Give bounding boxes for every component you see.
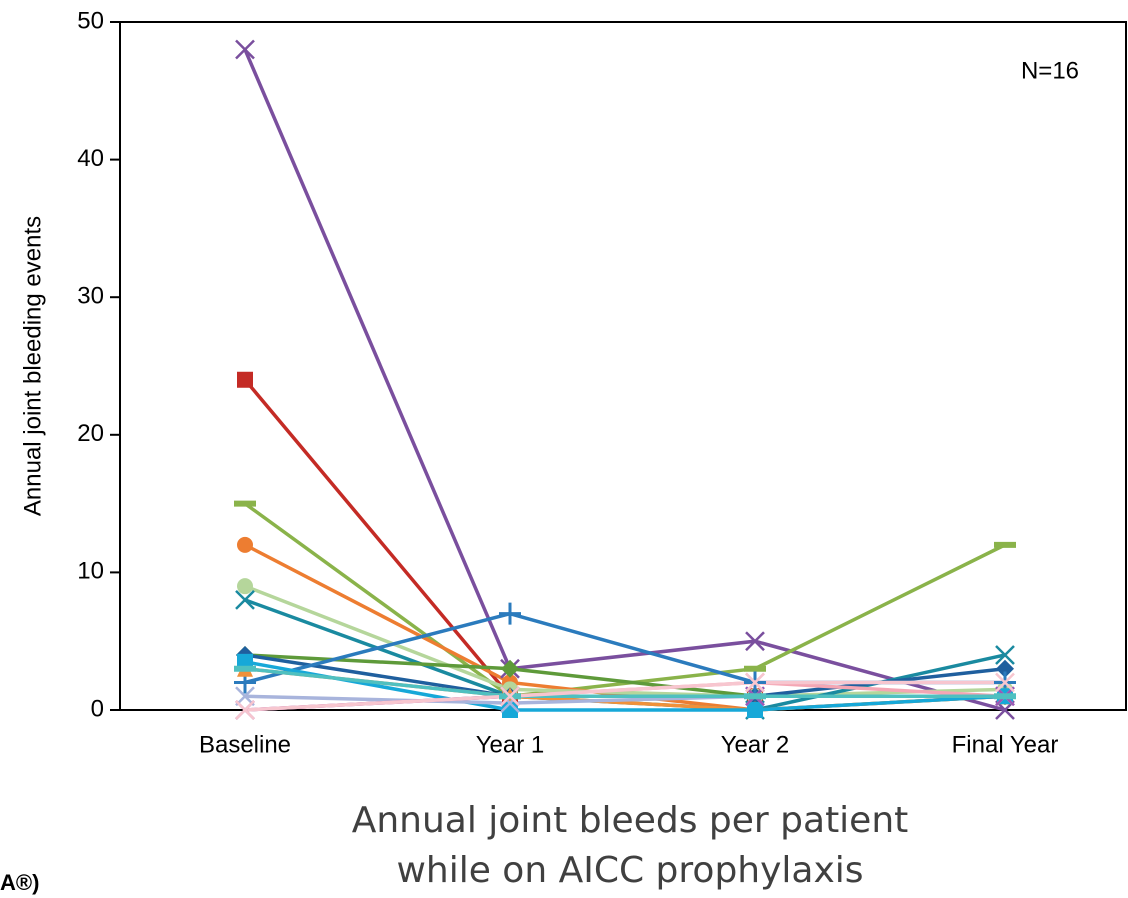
series-line xyxy=(243,502,1006,699)
marker xyxy=(235,590,255,610)
y-tick-label: 40 xyxy=(77,145,104,172)
marker xyxy=(237,536,253,553)
marker xyxy=(996,659,1014,678)
y-tick-label: 50 xyxy=(77,7,104,34)
series-line xyxy=(244,584,1006,698)
x-axis-label: while on AICC prophylaxis xyxy=(396,850,863,891)
marker xyxy=(235,39,255,60)
plot-frame xyxy=(119,21,1127,711)
marker xyxy=(995,645,1015,665)
y-tick-label: 20 xyxy=(77,420,104,447)
y-tick-label: 0 xyxy=(91,695,104,722)
marker xyxy=(499,602,521,625)
x-tick-label: Baseline xyxy=(199,731,291,758)
marker xyxy=(235,700,255,720)
marker xyxy=(237,578,253,595)
marker xyxy=(747,702,763,718)
y-axis-label: Annual joint bleeding events xyxy=(19,216,46,516)
marker xyxy=(501,659,519,678)
y-tick-label: 30 xyxy=(77,283,104,310)
marker xyxy=(745,631,765,652)
series-line xyxy=(244,666,1005,698)
y-tick-label: 10 xyxy=(77,558,104,585)
series-line xyxy=(244,660,1006,712)
series-line xyxy=(243,48,1006,712)
footnote: A®) xyxy=(0,870,39,895)
x-tick-label: Year 1 xyxy=(476,731,545,758)
series-line xyxy=(244,680,1005,712)
x-axis-label: Annual joint bleeds per patient xyxy=(352,800,909,841)
marker xyxy=(995,672,1015,693)
annotation: N=16 xyxy=(1021,57,1079,84)
x-tick-label: Year 2 xyxy=(721,731,790,758)
marker xyxy=(500,686,520,707)
series-line xyxy=(244,543,1006,712)
series-line xyxy=(243,378,1005,698)
x-tick-label: Final Year xyxy=(952,731,1059,758)
marker xyxy=(745,672,765,693)
marker xyxy=(237,371,253,388)
